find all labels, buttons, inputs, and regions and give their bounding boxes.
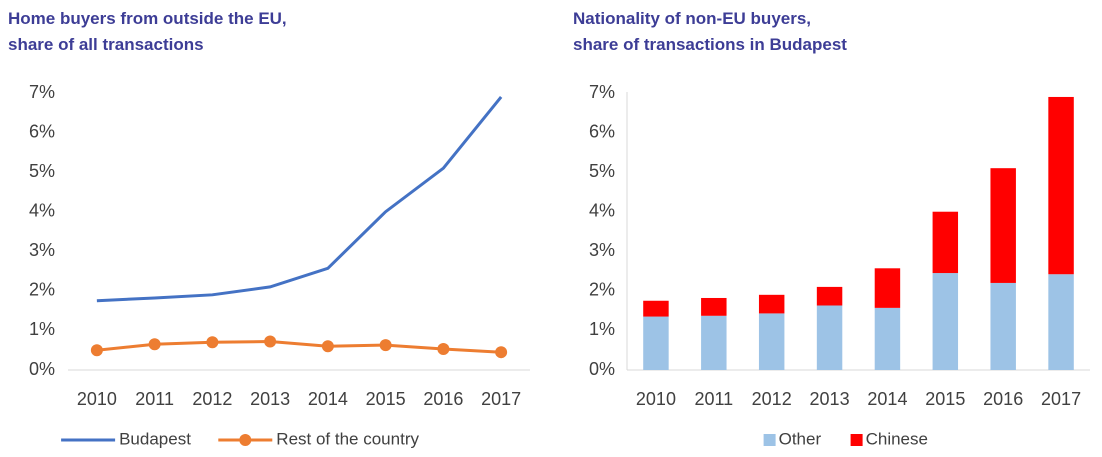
x-tick-label: 2017 [1041,389,1081,409]
y-tick-label: 1% [29,319,55,339]
legend-label: Chinese [866,429,928,448]
bar-segment [874,268,901,308]
bar-segment [932,211,959,274]
y-tick-label: 5% [589,161,615,181]
x-tick-label: 2014 [308,389,348,409]
point [437,343,450,356]
chart-title: Home buyers from outside the EU, [8,9,287,28]
legend-label: Other [779,429,822,448]
point [321,340,334,353]
y-tick-label: 4% [589,200,615,220]
bar-segment [758,294,785,314]
x-tick-label: 2014 [867,389,907,409]
x-tick-label: 2017 [481,389,521,409]
legend-label: Rest of the country [276,429,419,448]
bar-segment [701,297,727,316]
x-tick-label: 2010 [77,389,117,409]
x-tick-label: 2013 [250,389,290,409]
chart-title: share of all transactions [8,35,204,54]
legend-swatch [763,434,776,446]
x-tick-label: 2016 [983,389,1023,409]
bar-segment [932,273,959,370]
line-series [96,96,503,303]
x-tick-label: 2016 [423,389,463,409]
bar-segment [816,305,843,370]
y-tick-label: 5% [29,161,55,181]
bar-segment [643,316,669,370]
bar-segment [643,300,669,317]
y-tick-label: 3% [589,240,615,260]
line-series [96,340,502,354]
x-tick-label: 2012 [752,389,792,409]
bar-segment [1048,96,1074,275]
bar-segment [874,307,901,370]
point [264,335,277,348]
x-tick-label: 2015 [925,389,965,409]
legend-swatch [239,434,252,446]
chart-title: share of transactions in Budapest [573,35,847,54]
y-tick-label: 1% [589,319,615,339]
bar-segment [990,282,1016,370]
bar-segment [701,315,727,370]
chart-title: Nationality of non-EU buyers, [573,9,811,28]
point [495,346,508,359]
y-tick-label: 2% [589,280,615,300]
bar-segment [1048,274,1074,370]
legend-label: Budapest [119,429,191,448]
point [206,336,219,349]
legend-swatch [850,434,863,446]
bar-segment [816,286,843,306]
point [90,344,103,357]
point [379,339,392,352]
point [148,338,161,351]
x-tick-label: 2010 [636,389,676,409]
x-tick-label: 2012 [192,389,232,409]
y-tick-label: 7% [589,82,615,102]
y-tick-label: 7% [29,82,55,102]
bar-segment [990,168,1016,283]
y-tick-label: 6% [29,121,55,141]
y-tick-label: 4% [29,200,55,220]
y-tick-label: 2% [29,280,55,300]
y-tick-label: 0% [589,359,615,379]
x-tick-label: 2015 [366,389,406,409]
y-tick-label: 6% [589,121,615,141]
x-tick-label: 2013 [810,389,850,409]
y-tick-label: 3% [29,240,55,260]
y-tick-label: 0% [29,359,55,379]
bar-segment [758,313,785,370]
x-tick-label: 2011 [694,389,733,409]
x-tick-label: 2011 [135,389,174,409]
